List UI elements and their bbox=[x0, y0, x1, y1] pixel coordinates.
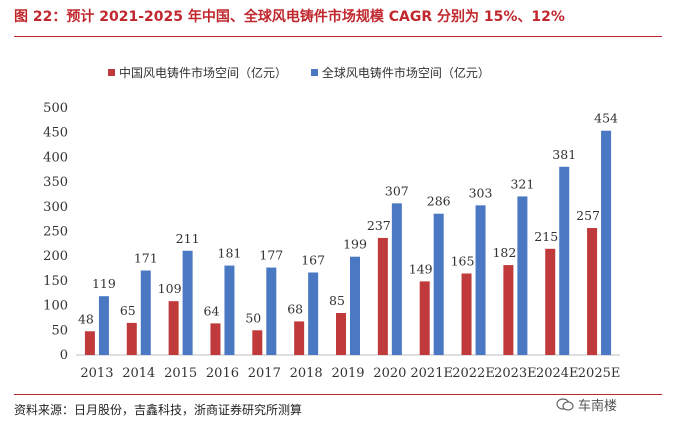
legend-label-china: 中国风电铸件市场空间（亿元） bbox=[119, 66, 288, 80]
bar-global-2024E bbox=[559, 166, 570, 355]
x-tick-label: 2016 bbox=[206, 366, 239, 381]
bar-china-2021E bbox=[419, 281, 430, 355]
data-label-china-2019: 85 bbox=[329, 293, 345, 308]
data-label-china-2025E: 257 bbox=[576, 208, 600, 223]
x-tick-label: 2024E bbox=[536, 366, 579, 381]
y-tick-label: 50 bbox=[51, 323, 68, 338]
bar-global-2021E bbox=[433, 213, 444, 355]
bar-china-2020 bbox=[377, 237, 388, 355]
bar-china-2025E bbox=[587, 228, 598, 355]
bar-global-2018 bbox=[308, 272, 319, 355]
legend-swatch-china bbox=[108, 69, 115, 76]
x-tick-label: 2014 bbox=[122, 366, 155, 381]
legend-item-china: 中国风电铸件市场空间（亿元） bbox=[108, 64, 287, 81]
source-divider bbox=[14, 394, 662, 395]
y-tick-label: 0 bbox=[60, 348, 68, 363]
y-tick-label: 200 bbox=[43, 249, 68, 264]
data-label-china-2013: 48 bbox=[78, 311, 94, 326]
y-tick-label: 450 bbox=[43, 126, 68, 141]
bar-china-2018 bbox=[294, 321, 305, 355]
chat-bubble-icon bbox=[556, 397, 574, 411]
x-tick-label: 2021E bbox=[410, 366, 453, 381]
source-note: 资料来源：日月股份，吉鑫科技，浙商证券研究所测算 bbox=[14, 403, 303, 417]
x-tick-label: 2025E bbox=[578, 366, 621, 381]
x-tick-label: 2022E bbox=[452, 366, 495, 381]
legend-swatch-global bbox=[310, 69, 318, 76]
legend-label-global: 全球风电铸件市场空间（亿元） bbox=[321, 66, 490, 80]
data-label-china-2018: 68 bbox=[287, 301, 303, 316]
data-label-china-2020: 237 bbox=[367, 218, 391, 233]
bar-china-2015 bbox=[168, 301, 179, 355]
bar-global-2013 bbox=[98, 296, 109, 355]
bar-global-2016 bbox=[224, 265, 235, 355]
bar-global-2025E bbox=[601, 130, 612, 355]
bar-global-2017 bbox=[266, 267, 277, 355]
x-tick-label: 2015 bbox=[164, 366, 197, 381]
data-label-china-2023E: 182 bbox=[492, 245, 516, 260]
data-label-china-2022E: 165 bbox=[451, 253, 475, 268]
y-tick-label: 500 bbox=[43, 101, 68, 116]
bar-global-2015 bbox=[182, 250, 193, 355]
data-label-global-2013: 119 bbox=[92, 276, 116, 291]
x-tick-label: 2020 bbox=[373, 366, 406, 381]
data-label-china-2017: 50 bbox=[245, 310, 261, 325]
data-label-global-2022E: 303 bbox=[469, 185, 493, 200]
data-label-china-2021E: 149 bbox=[409, 261, 433, 276]
bar-china-2023E bbox=[503, 265, 514, 355]
bar-global-2019 bbox=[350, 256, 360, 355]
y-tick-label: 150 bbox=[43, 274, 68, 289]
data-label-global-2018: 167 bbox=[301, 253, 325, 268]
data-label-global-2025E: 454 bbox=[594, 111, 618, 126]
y-tick-label: 350 bbox=[43, 175, 68, 190]
bar-global-2014 bbox=[140, 270, 151, 355]
bar-global-2020 bbox=[391, 203, 402, 355]
bar-china-2017 bbox=[252, 330, 263, 355]
bar-china-2014 bbox=[126, 322, 137, 355]
data-label-china-2016: 64 bbox=[204, 303, 220, 318]
data-label-global-2015: 211 bbox=[176, 231, 200, 246]
x-tick-label: 2018 bbox=[290, 366, 323, 381]
data-label-global-2014: 171 bbox=[134, 251, 158, 266]
x-tick-label: 2017 bbox=[248, 366, 281, 381]
y-tick-label: 300 bbox=[43, 200, 68, 215]
data-label-global-2019: 199 bbox=[343, 237, 367, 252]
bar-china-2022E bbox=[461, 273, 472, 355]
bar-china-2016 bbox=[210, 323, 221, 355]
data-label-global-2020: 307 bbox=[385, 183, 409, 198]
data-label-global-2023E: 321 bbox=[510, 176, 534, 191]
x-tick-label: 2023E bbox=[494, 366, 537, 381]
data-label-global-2016: 181 bbox=[218, 246, 242, 261]
x-tick-label: 2019 bbox=[331, 366, 364, 381]
title-divider bbox=[14, 36, 662, 37]
data-label-china-2024E: 215 bbox=[534, 229, 558, 244]
bar-china-2024E bbox=[545, 248, 556, 355]
legend-item-global: 全球风电铸件市场空间（亿元） bbox=[310, 64, 490, 81]
watermark: 车南楼 bbox=[556, 395, 617, 414]
y-tick-label: 100 bbox=[43, 299, 68, 314]
y-tick-label: 250 bbox=[43, 225, 68, 240]
data-label-china-2015: 109 bbox=[158, 281, 182, 296]
bar-global-2023E bbox=[517, 196, 528, 355]
x-tick-label: 2013 bbox=[80, 366, 113, 381]
bar-china-2019 bbox=[336, 313, 346, 355]
bar-china-2013 bbox=[84, 331, 95, 355]
bar-global-2022E bbox=[475, 205, 486, 355]
data-label-global-2017: 177 bbox=[259, 248, 283, 263]
data-label-china-2014: 65 bbox=[120, 303, 136, 318]
y-tick-label: 400 bbox=[43, 150, 68, 165]
watermark-text: 车南楼 bbox=[578, 399, 618, 414]
chart-legend: 中国风电铸件市场空间（亿元） 全球风电铸件市场空间（亿元） bbox=[108, 64, 510, 81]
data-label-global-2024E: 381 bbox=[552, 147, 576, 162]
data-label-global-2021E: 286 bbox=[427, 194, 451, 209]
figure-title: 图 22：预计 2021-2025 年中国、全球风电铸件市场规模 CAGR 分别… bbox=[14, 9, 565, 25]
